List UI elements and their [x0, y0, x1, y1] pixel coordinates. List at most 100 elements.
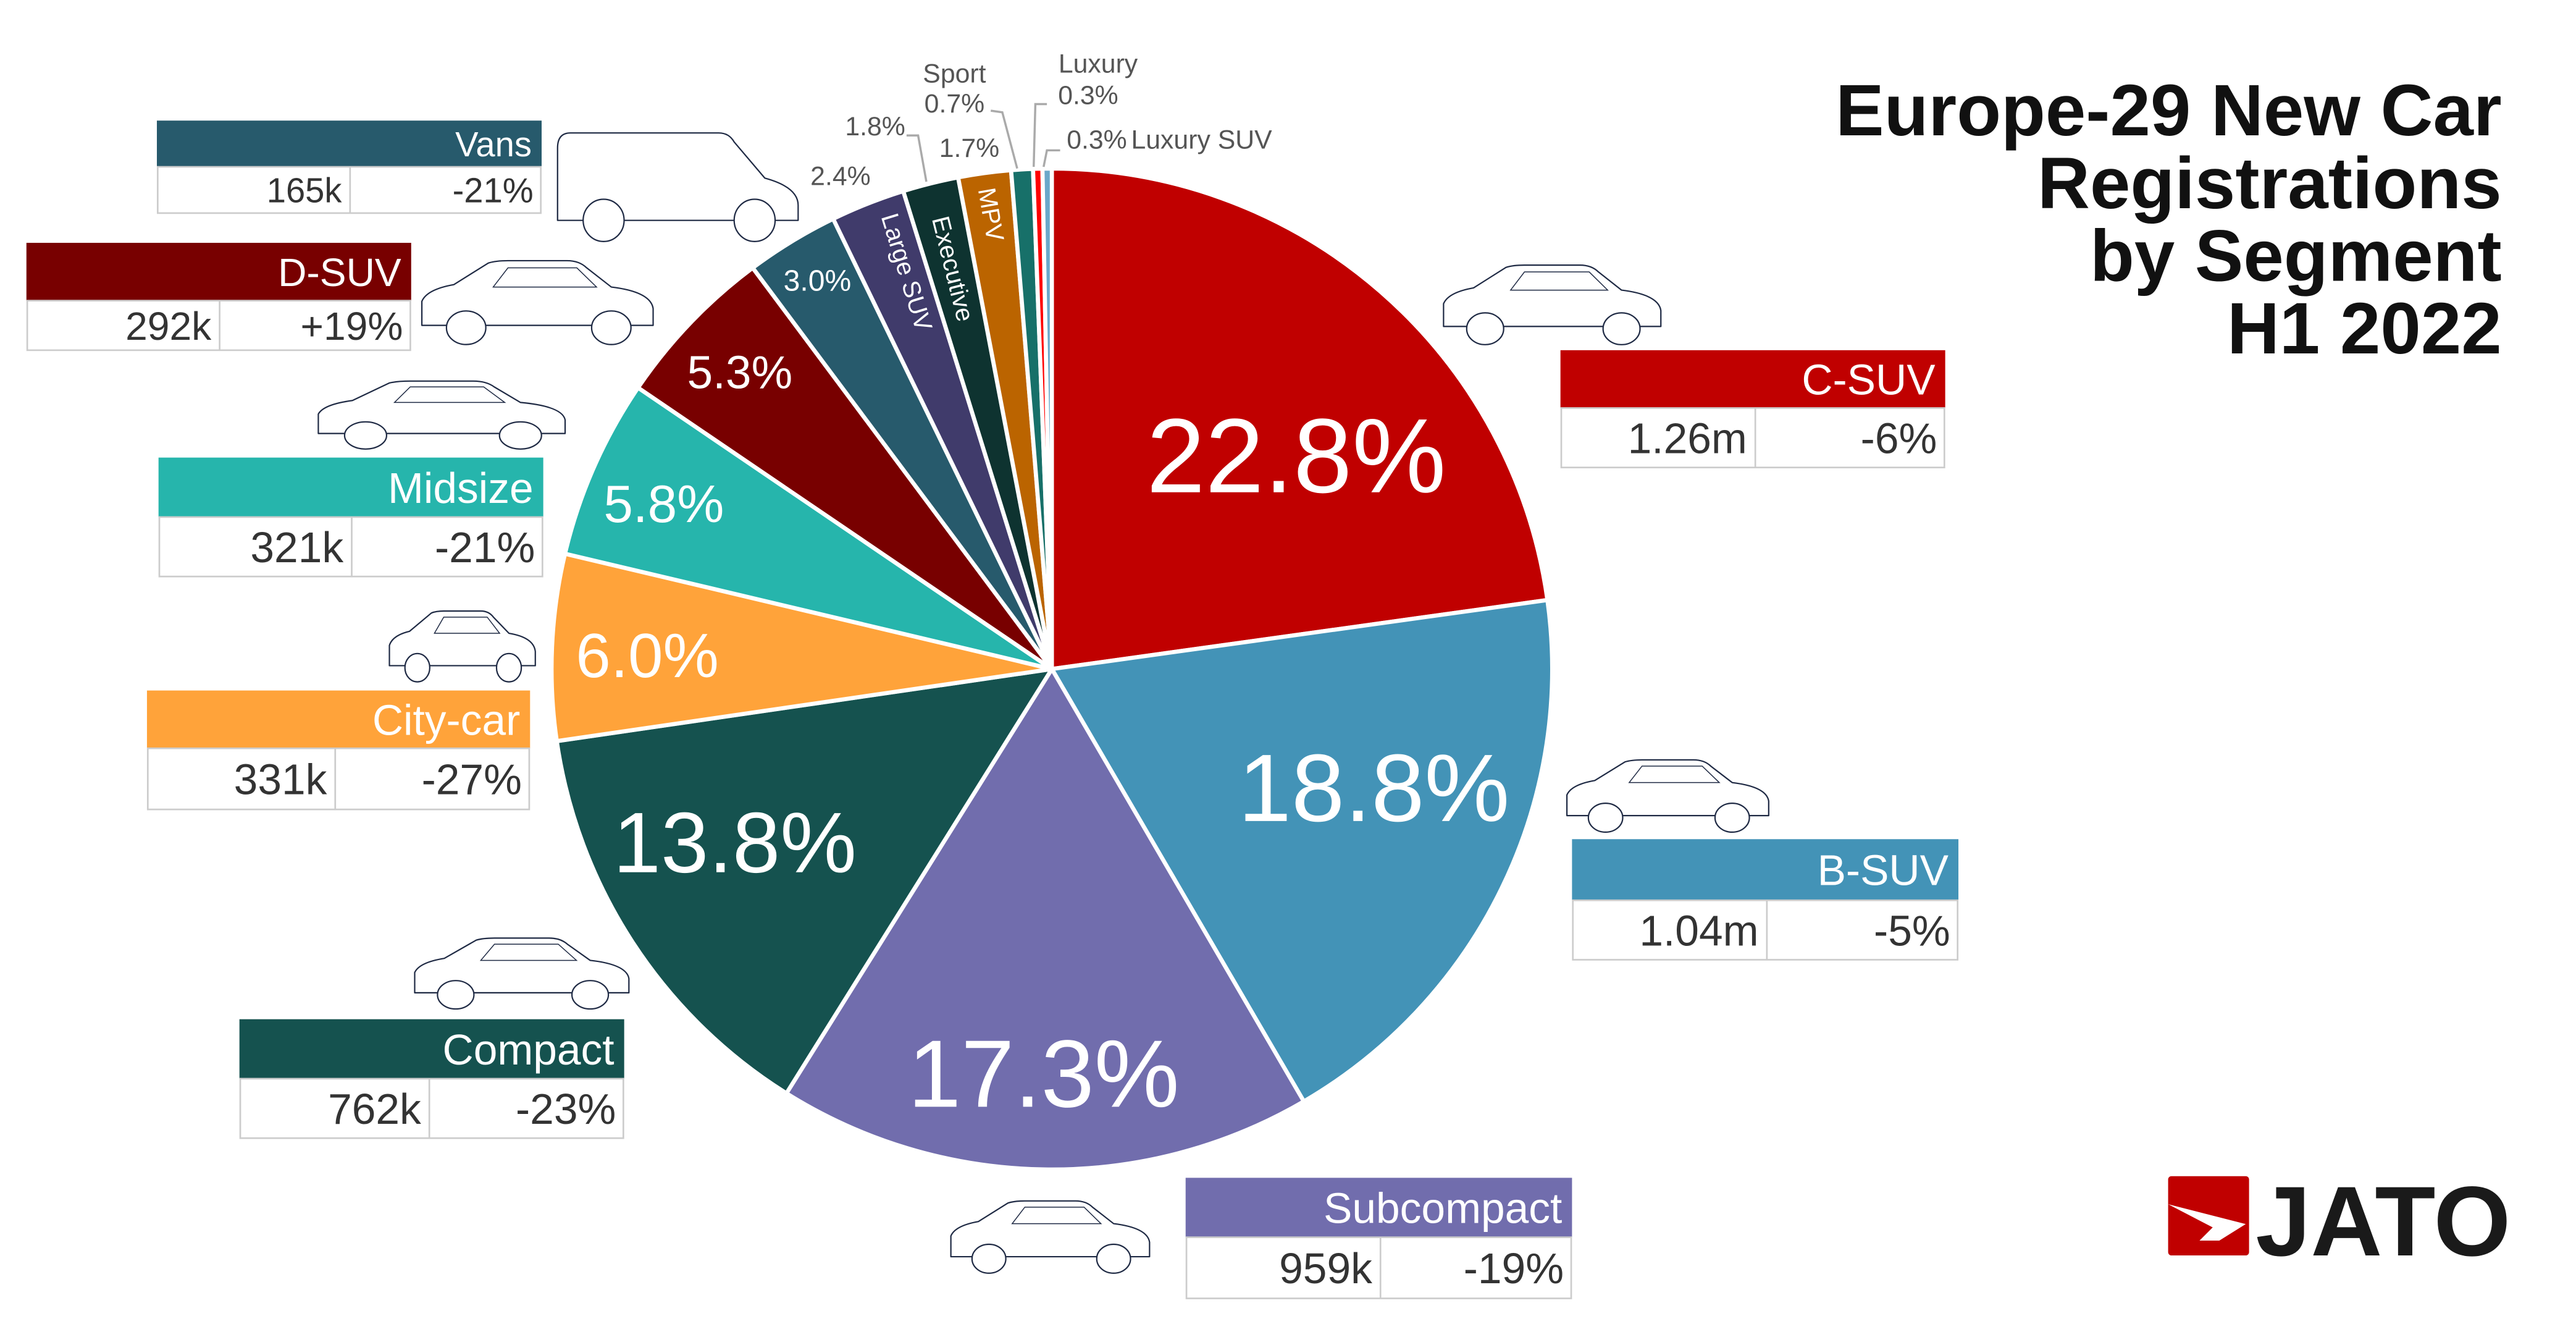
suv-icon: [1443, 265, 1661, 345]
car-body: [390, 611, 535, 665]
window: [480, 944, 576, 960]
leader-lines: [906, 103, 1060, 182]
wheel: [405, 654, 430, 682]
callout-header: [1185, 1178, 1572, 1238]
segment-name: D-SUV: [278, 250, 401, 295]
leader-line: [1043, 149, 1060, 167]
car-body: [318, 381, 565, 434]
callout-header: [1572, 839, 1959, 901]
callout-header: [26, 243, 411, 301]
callout-d-suv: D-SUV 292k +19%: [26, 243, 411, 352]
callout-city-car: City-car 331k -27%: [146, 690, 531, 811]
suv-icon: [422, 261, 653, 345]
pie-slice-city-car: [549, 551, 1054, 743]
pie-slice-b-suv: [1049, 597, 1554, 1104]
share-label: 1.8%: [845, 112, 905, 141]
callout-compact: Compact 762k -23%: [239, 1019, 624, 1139]
callout-values: [158, 516, 543, 578]
pie-slices: [549, 166, 1554, 1172]
volume-value: 762k: [328, 1085, 421, 1133]
volume-value: 292k: [125, 304, 212, 348]
segment-callouts: C-SUV 1.26m -6% B-SUV 1.04m -5% Subcompact 959k…: [26, 120, 1959, 1299]
volume-value: 331k: [234, 756, 327, 804]
leader-line: [1033, 103, 1047, 167]
callout-values: [1185, 1236, 1572, 1299]
share-label: 0.3%: [1067, 125, 1126, 155]
sedan-icon: [318, 381, 565, 449]
hatchback-icon: [414, 938, 629, 1009]
segment-name: B-SUV: [1818, 846, 1949, 895]
change-value: -6%: [1861, 415, 1937, 463]
volume-value: 959k: [1279, 1244, 1372, 1292]
volume-value: 321k: [250, 523, 343, 571]
share-label: 2.4%: [810, 161, 870, 191]
callout-header: [157, 120, 542, 167]
window: [434, 617, 500, 633]
share-label: 18.8%: [1238, 735, 1510, 841]
callout-header: [158, 457, 543, 517]
wheel: [497, 654, 521, 682]
window: [493, 268, 597, 287]
car-body: [1443, 265, 1661, 326]
callout-header: [1560, 350, 1945, 408]
callout-header: [146, 690, 531, 749]
pie-slice-luxury-suv: [1040, 166, 1054, 672]
logo-text: JATO: [2255, 1166, 2511, 1276]
car-body: [951, 1201, 1150, 1257]
pie-slice-compact: [555, 667, 1054, 1095]
car-body: [414, 938, 629, 992]
title: Europe-29 New Car Registrations by Segme…: [1836, 70, 2502, 369]
volume-value: 1.26m: [1628, 415, 1747, 463]
pie-slice-d-suv: [636, 266, 1054, 672]
pie-slice-c-suv: [1049, 166, 1550, 672]
share-label: 0.3%: [1058, 80, 1118, 110]
segment-name: Vans: [455, 125, 532, 164]
callout-header: [239, 1019, 624, 1079]
change-value: -23%: [516, 1085, 616, 1133]
share-label: 3.0%: [784, 264, 852, 298]
wheel: [447, 311, 486, 344]
callout-b-suv: B-SUV 1.04m -5%: [1572, 839, 1959, 961]
window: [1629, 766, 1719, 783]
share-label: 6.0%: [576, 620, 719, 691]
callout-values: [239, 1077, 624, 1139]
wheel: [437, 980, 474, 1009]
change-value: -27%: [422, 756, 522, 804]
wheel: [1588, 803, 1623, 832]
segment-name: Subcompact: [1324, 1184, 1562, 1233]
wheel: [500, 422, 542, 449]
wheel: [1715, 803, 1750, 832]
wheel: [345, 422, 387, 449]
pie-slice-midsize: [563, 386, 1054, 672]
suv-icon: [1567, 760, 1769, 832]
share-label: 5.3%: [687, 346, 793, 398]
callout-midsize: Midsize 321k -21%: [158, 457, 543, 578]
callout-values: [1560, 407, 1945, 469]
car-body: [1567, 760, 1769, 816]
wheel: [972, 1244, 1006, 1273]
wheel: [583, 200, 624, 242]
city-car-icon: [390, 611, 535, 682]
window: [395, 387, 505, 402]
segment-name-label: Luxury SUV: [1131, 125, 1272, 155]
wheel: [1097, 1244, 1131, 1273]
segment-name-label: Sport: [923, 59, 986, 89]
title-line-2: Registrations: [2037, 143, 2502, 224]
change-value: -5%: [1874, 906, 1950, 955]
hatchback-icon: [951, 1201, 1150, 1273]
callout-values: [1572, 899, 1959, 961]
wheel: [592, 311, 631, 344]
title-line-1: Europe-29 New Car: [1836, 70, 2502, 151]
share-label: 13.8%: [613, 795, 857, 891]
wheel: [1467, 313, 1504, 344]
segment-name: C-SUV: [1802, 356, 1936, 404]
share-label: 5.8%: [603, 475, 724, 534]
callout-c-suv: C-SUV 1.26m -6%: [1560, 350, 1945, 469]
wheel: [1603, 313, 1640, 344]
car-body: [422, 261, 653, 326]
volume-value: 1.04m: [1639, 906, 1758, 955]
callout-subcompact: Subcompact 959k -19%: [1185, 1178, 1572, 1299]
segment-name: Compact: [443, 1026, 615, 1074]
car-icons: [318, 133, 1768, 1273]
